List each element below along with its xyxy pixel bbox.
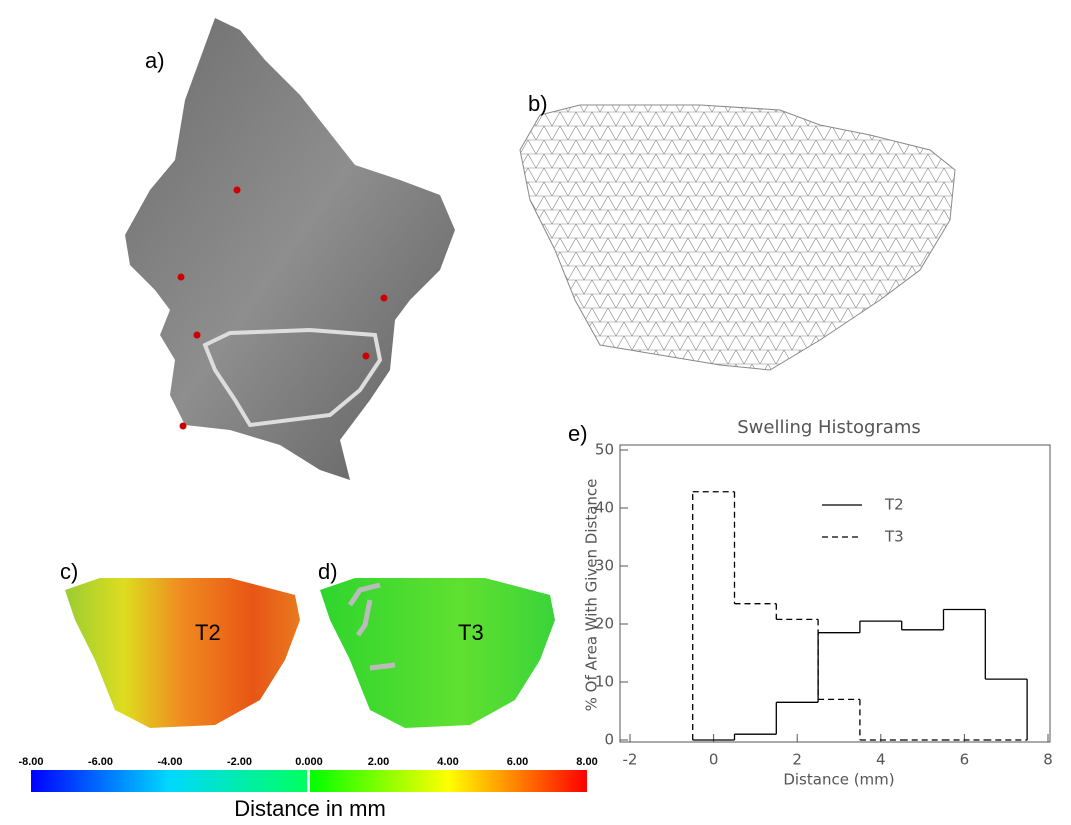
x-tick-label: 8 [1043, 751, 1053, 769]
mesh-render [519, 104, 956, 371]
x-tick-label: 6 [960, 751, 970, 769]
colorbar-tick-label: -6.00 [88, 756, 113, 768]
colorbar-tick-label: -2.00 [227, 756, 252, 768]
panel-label: a) [145, 48, 165, 73]
legend-label: T2 [884, 496, 904, 514]
panel-label: b) [528, 91, 548, 116]
colorbar-positive [310, 770, 587, 792]
map-tag: T2 [195, 620, 221, 645]
plot-frame [619, 444, 1051, 743]
x-tick-label: 2 [792, 751, 802, 769]
panel-label: e) [568, 421, 588, 446]
y-tick-label: 50 [595, 441, 614, 459]
colorbar-label: Distance in mm [234, 796, 386, 821]
x-tick-label: 0 [709, 751, 719, 769]
map-tag: T3 [458, 620, 484, 645]
x-axis-label: Distance (mm) [783, 771, 894, 789]
y-tick-label: 20 [595, 615, 614, 633]
panel-label: d) [318, 559, 338, 584]
y-tick-label: 40 [595, 499, 614, 517]
chart-title: Swelling Histograms [737, 417, 921, 438]
x-tick-label: 4 [876, 751, 886, 769]
y-tick-label: 30 [595, 557, 614, 575]
legend-label: T3 [884, 528, 904, 546]
map-t3 [320, 578, 555, 728]
panel-label: c) [60, 559, 78, 584]
map-t3-gaps [347, 582, 396, 671]
colorbar-tick-label: 8.00 [576, 756, 597, 768]
colorbar-negative [31, 770, 307, 792]
colorbar-tick-label: 0.000 [295, 756, 323, 768]
colorbar-tick-label: 2.00 [368, 756, 389, 768]
map-t2 [65, 578, 300, 728]
y-tick-label: 0 [604, 731, 614, 749]
y-tick-label: 10 [595, 673, 614, 691]
x-tick-label: -2 [623, 751, 638, 769]
colorbar-tick-label: -4.00 [157, 756, 182, 768]
colorbar-tick-label: 6.00 [507, 756, 528, 768]
colorbar-tick-label: -8.00 [18, 756, 43, 768]
colorbar-tick-label: 4.00 [437, 756, 458, 768]
y-axis-label: % Of Area With Given Distance [583, 479, 601, 712]
face-render [125, 18, 455, 480]
